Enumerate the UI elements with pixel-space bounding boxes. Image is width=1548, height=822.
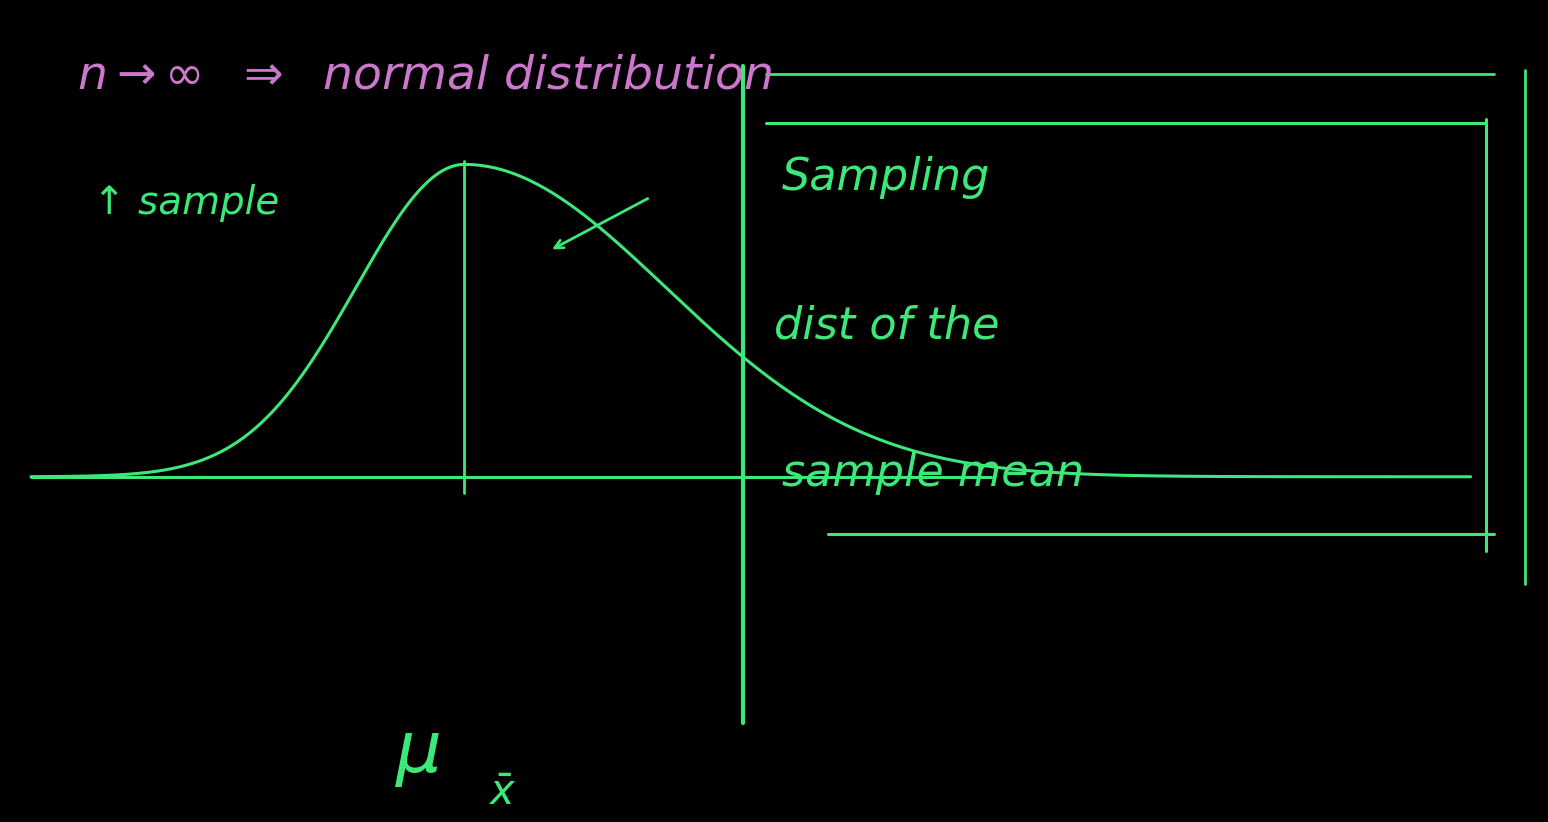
Text: $\mu$: $\mu$: [395, 718, 441, 789]
Text: $\bar{x}$: $\bar{x}$: [488, 772, 515, 814]
Text: Sampling: Sampling: [782, 156, 991, 199]
Text: $n \rightarrow \infty$  $\Rightarrow$  normal distribution: $n \rightarrow \infty$ $\Rightarrow$ nor…: [77, 53, 772, 99]
Text: dist of the: dist of the: [774, 304, 1000, 347]
Text: sample mean: sample mean: [782, 452, 1084, 495]
Text: ↑ sample: ↑ sample: [93, 184, 279, 222]
